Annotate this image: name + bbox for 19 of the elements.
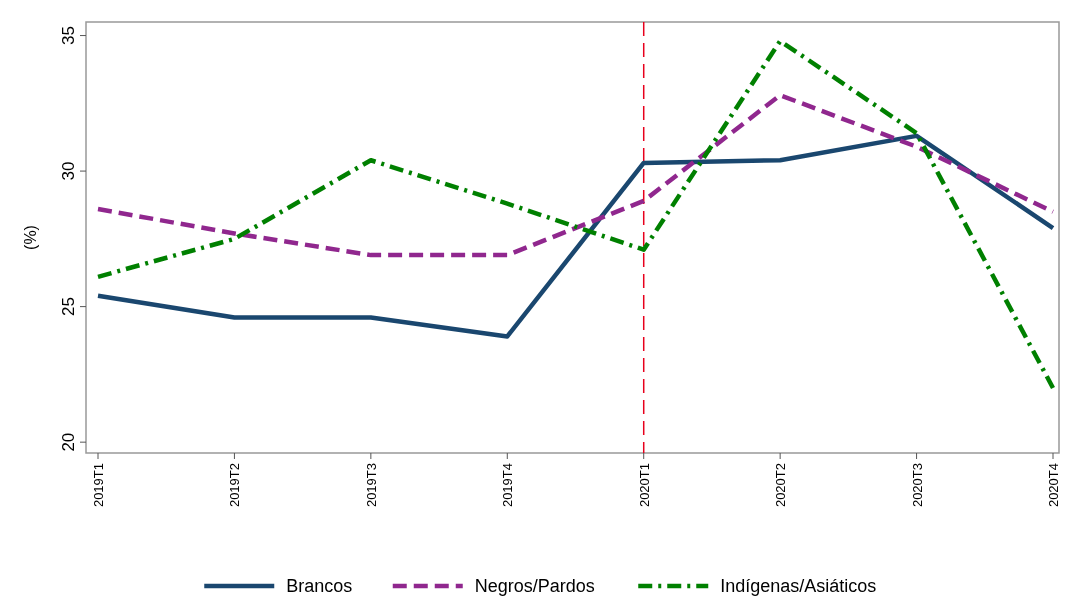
legend-label: Indígenas/Asiáticos bbox=[720, 576, 877, 596]
y-tick-label: 35 bbox=[59, 26, 78, 46]
x-tick-label: 2019T4 bbox=[500, 463, 516, 508]
x-tick-label: 2020T3 bbox=[909, 463, 925, 508]
legend-label: Brancos bbox=[286, 576, 353, 596]
x-tick-label: 2020T4 bbox=[1046, 463, 1061, 508]
x-tick-label: 2019T1 bbox=[91, 463, 106, 508]
y-axis-title: (%) bbox=[22, 225, 39, 250]
line-series bbox=[95, 133, 1056, 339]
x-tick-label: 2020T1 bbox=[636, 463, 652, 508]
line-series bbox=[95, 92, 1056, 258]
x-tick-label: 2019T3 bbox=[363, 463, 379, 508]
y-tick-label: 25 bbox=[59, 297, 78, 317]
y-tick-label: 30 bbox=[59, 161, 78, 181]
line-series bbox=[95, 38, 1056, 391]
x-tick-label: 2020T2 bbox=[773, 463, 789, 508]
y-tick-label: 20 bbox=[59, 432, 78, 452]
legend-label: Negros/Pardos bbox=[474, 576, 595, 596]
x-tick-label: 2019T2 bbox=[227, 463, 243, 508]
